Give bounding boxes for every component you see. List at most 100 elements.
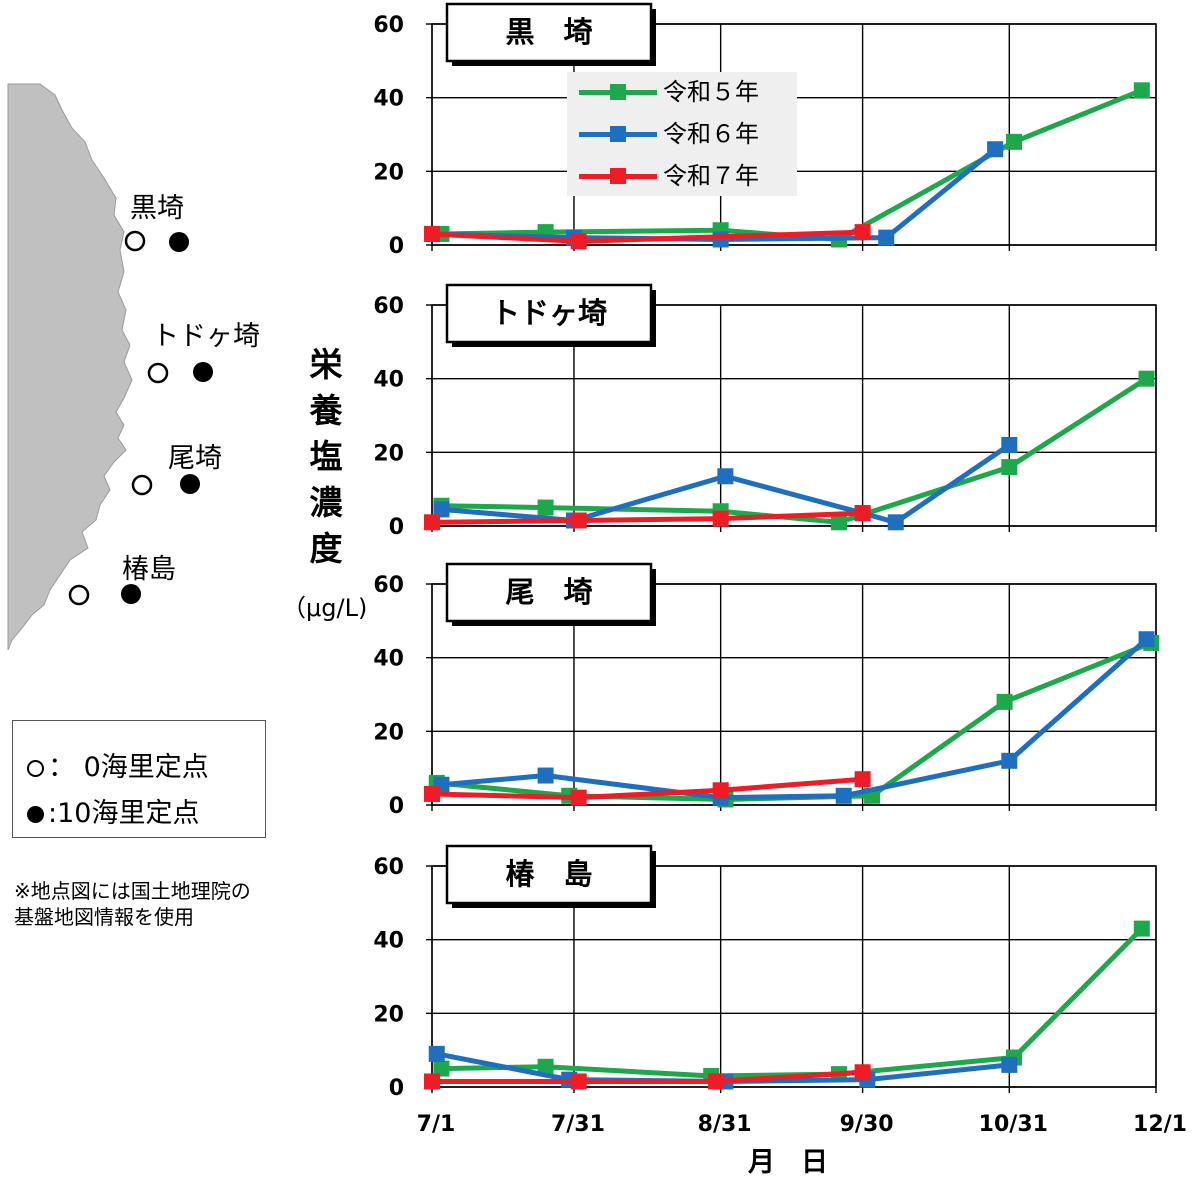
y-tick-label: 20	[373, 160, 404, 185]
y-tick-label: 0	[389, 234, 404, 259]
station-0nm-marker	[147, 362, 169, 384]
station-label-ozaki: 尾埼	[168, 443, 222, 474]
y-tick-label: 20	[373, 720, 404, 745]
data-point	[854, 1064, 871, 1081]
data-point	[712, 231, 729, 248]
y-tick-label: 60	[373, 294, 404, 319]
data-point	[854, 505, 871, 522]
data-point	[570, 512, 587, 529]
y-tick-label: 0	[389, 794, 404, 819]
legend-label-r7: 令和７年	[663, 162, 759, 190]
data-point	[1133, 82, 1150, 99]
panel-title: 尾 埼	[505, 575, 592, 609]
data-point	[878, 229, 895, 246]
data-point	[1001, 436, 1018, 453]
y-axis-unit: （μg/L)	[282, 594, 368, 622]
data-point	[433, 501, 450, 518]
station-10nm-marker	[193, 362, 213, 382]
station-type-legend: ： 0海里定点 :10海里定点	[12, 720, 266, 838]
panel-title: トドヶ埼	[491, 296, 607, 330]
series-line	[431, 510, 863, 525]
legend-swatch-r5	[579, 80, 657, 104]
data-point	[1006, 133, 1023, 150]
y-tick-label: 20	[373, 1002, 404, 1027]
y-tick-label: 60	[373, 573, 404, 598]
station-label-kurosaki: 黒埼	[130, 193, 184, 224]
data-point	[424, 785, 440, 802]
data-point	[835, 787, 852, 804]
station-label-todogasaki: トドヶ埼	[152, 321, 260, 352]
y-tick-label: 40	[373, 368, 404, 393]
data-point	[887, 514, 904, 531]
map-source-note: ※地点図には国土地理院の基盤地図情報を使用	[14, 879, 251, 929]
data-point	[1001, 1056, 1018, 1073]
x-tick-label: 8/31	[698, 1112, 752, 1137]
chart-panel: 0 20 40 60 7/1 7/31 8/31 9/30 10/31 12/1 椿 島	[373, 844, 1187, 1137]
station-0nm-marker	[124, 230, 146, 252]
legend-swatch-r6	[579, 122, 657, 146]
y-axis-title: 栄養塩濃度	[309, 345, 343, 568]
legend-label-r5: 令和５年	[663, 78, 759, 106]
data-point	[987, 141, 1004, 158]
x-tick-label: 9/30	[840, 1112, 894, 1137]
data-point	[1138, 370, 1155, 387]
panel-title-box	[445, 844, 653, 905]
y-tick-label: 60	[373, 855, 404, 880]
panel-title: 椿 島	[505, 857, 592, 891]
data-point	[707, 1073, 724, 1090]
x-axis-title: 月日	[748, 1147, 854, 1178]
data-point	[537, 499, 554, 516]
y-tick-label: 40	[373, 87, 404, 112]
open-circle-icon	[27, 760, 44, 777]
chart-panel: 0 20 40 60 尾 埼	[373, 562, 1160, 819]
data-point	[1138, 631, 1155, 648]
data-point	[570, 789, 587, 806]
x-tick-label: 7/1	[417, 1112, 456, 1137]
data-point	[1001, 459, 1018, 476]
x-tick-label: 12/1	[1133, 1112, 1187, 1137]
x-tick-label: 7/31	[551, 1112, 605, 1137]
data-point	[1001, 752, 1018, 769]
legend-filled-label: :10海里定点	[48, 798, 200, 829]
filled-circle-icon	[27, 806, 44, 823]
data-point	[570, 1073, 587, 1090]
y-tick-label: 60	[373, 13, 404, 38]
x-tick-label: 10/31	[979, 1112, 1048, 1137]
station-10nm-marker	[121, 584, 141, 604]
station-10nm-marker	[180, 474, 200, 494]
legend-label-r6: 令和６年	[663, 120, 759, 148]
coastline-map	[7, 83, 133, 651]
station-0nm-marker	[68, 584, 90, 606]
data-point	[1133, 920, 1150, 937]
panel-title-box	[445, 283, 653, 344]
chart-panel: 0 20 40 60 黒 埼	[373, 2, 1157, 259]
legend-swatch-r7	[579, 164, 657, 188]
data-point	[996, 693, 1013, 710]
data-point	[830, 514, 847, 531]
series-legend: 令和５年 令和６年 令和７年	[567, 72, 797, 196]
panel-title-box	[445, 2, 653, 63]
data-point	[712, 782, 729, 799]
data-point	[424, 514, 440, 531]
y-tick-label: 40	[373, 647, 404, 672]
station-0nm-marker	[131, 474, 153, 496]
series-line	[441, 637, 1149, 801]
data-point	[428, 1045, 445, 1062]
data-point	[424, 1073, 440, 1090]
series-line	[441, 926, 1144, 1079]
y-tick-label: 0	[389, 1076, 404, 1101]
data-point	[537, 767, 554, 784]
data-point	[424, 225, 440, 242]
station-label-tsubakishima: 椿島	[122, 554, 176, 585]
chart-panel: 0 20 40 60 トドヶ埼	[373, 283, 1157, 540]
legend-open-label: ： 0海里定点	[48, 752, 209, 783]
data-point	[854, 224, 871, 241]
data-point	[570, 233, 587, 250]
y-tick-label: 40	[373, 929, 404, 954]
panel-title: 黒 埼	[505, 15, 592, 49]
series-line	[432, 1069, 863, 1084]
series-line	[431, 776, 863, 801]
y-tick-label: 0	[389, 515, 404, 540]
station-10nm-marker	[169, 232, 189, 252]
